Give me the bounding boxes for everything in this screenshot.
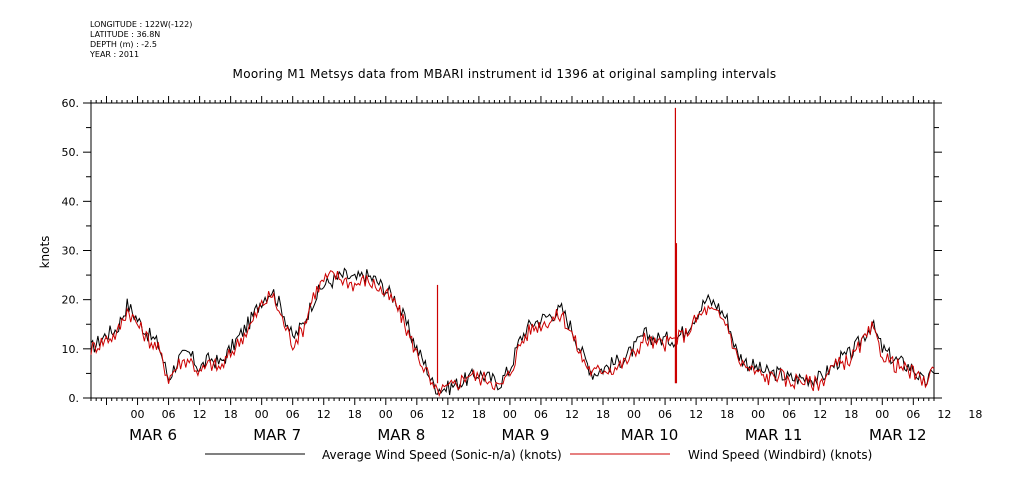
y-tick-label: 0. bbox=[69, 392, 80, 405]
y-tick-label: 20. bbox=[62, 294, 80, 307]
x-tick-label: 00 bbox=[255, 408, 269, 421]
metadata-block: LONGITUDE : 122W(-122) LATITUDE : 36.8N … bbox=[90, 20, 192, 60]
x-tick-label: 00 bbox=[875, 408, 889, 421]
x-axis: 00 06 12 18 00 06 12 18 00 06 12 18 00 06 12 18 00 06 12 18… bbox=[90, 96, 982, 444]
x-tick-label: 00 bbox=[751, 408, 765, 421]
day-label: MAR 6 bbox=[129, 426, 177, 444]
x-tick-label: 12 bbox=[565, 408, 579, 421]
year-label: YEAR : 2011 bbox=[90, 50, 140, 59]
series-group bbox=[90, 107, 935, 398]
x-tick-label: 06 bbox=[906, 408, 920, 421]
legend: Average Wind Speed (Sonic-n/a) (knots) Wi… bbox=[205, 448, 872, 462]
x-tick-label: 00 bbox=[627, 408, 641, 421]
day-label: MAR 8 bbox=[377, 426, 425, 444]
x-tick-label: 12 bbox=[689, 408, 703, 421]
x-tick-label: 18 bbox=[224, 408, 238, 421]
x-tick-label: 06 bbox=[410, 408, 424, 421]
x-tick-label: 12 bbox=[317, 408, 331, 421]
x-tick-label: 18 bbox=[968, 408, 982, 421]
y-tick-label: 40. bbox=[62, 195, 80, 208]
y-axis-label: knots bbox=[38, 236, 52, 269]
day-label: MAR 11 bbox=[745, 426, 802, 444]
x-tick-label: 00 bbox=[503, 408, 517, 421]
x-tick-label: 06 bbox=[782, 408, 796, 421]
y-tick-label: 30. bbox=[62, 245, 80, 258]
y-tick-label: 50. bbox=[62, 146, 80, 159]
legend-label: Wind Speed (Windbird) (knots) bbox=[688, 448, 872, 462]
longitude-label: LONGITUDE : 122W(-122) bbox=[90, 20, 193, 29]
day-label: MAR 9 bbox=[501, 426, 549, 444]
x-tick-label: 12 bbox=[937, 408, 951, 421]
x-tick-label: 18 bbox=[596, 408, 610, 421]
x-tick-label: 18 bbox=[720, 408, 734, 421]
x-tick-label: 12 bbox=[193, 408, 207, 421]
day-label: MAR 7 bbox=[253, 426, 301, 444]
day-label: MAR 12 bbox=[869, 426, 926, 444]
y-tick-label: 10. bbox=[62, 343, 80, 356]
latitude-label: LATITUDE : 36.8N bbox=[90, 30, 161, 39]
y-axis: 0. 10. 20. 30. 40. 50. 60. bbox=[62, 97, 942, 405]
x-tick-label: 00 bbox=[131, 408, 145, 421]
depth-label: DEPTH (m) : -2.5 bbox=[90, 40, 157, 49]
chart-title: Mooring M1 Metsys data from MBARI instru… bbox=[232, 67, 777, 81]
day-label: MAR 10 bbox=[621, 426, 678, 444]
series-line bbox=[90, 267, 935, 396]
plot-frame bbox=[90, 102, 935, 399]
legend-label: Average Wind Speed (Sonic-n/a) (knots) bbox=[322, 448, 562, 462]
x-tick-label: 18 bbox=[844, 408, 858, 421]
y-tick-label: 60. bbox=[62, 97, 80, 110]
x-tick-label: 06 bbox=[658, 408, 672, 421]
x-tick-label: 12 bbox=[441, 408, 455, 421]
series-line bbox=[90, 270, 935, 398]
x-tick-label: 18 bbox=[472, 408, 486, 421]
x-tick-label: 06 bbox=[286, 408, 300, 421]
x-tick-label: 00 bbox=[379, 408, 393, 421]
x-tick-label: 12 bbox=[813, 408, 827, 421]
x-tick-label: 06 bbox=[534, 408, 548, 421]
x-tick-label: 18 bbox=[348, 408, 362, 421]
x-tick-label: 06 bbox=[162, 408, 176, 421]
